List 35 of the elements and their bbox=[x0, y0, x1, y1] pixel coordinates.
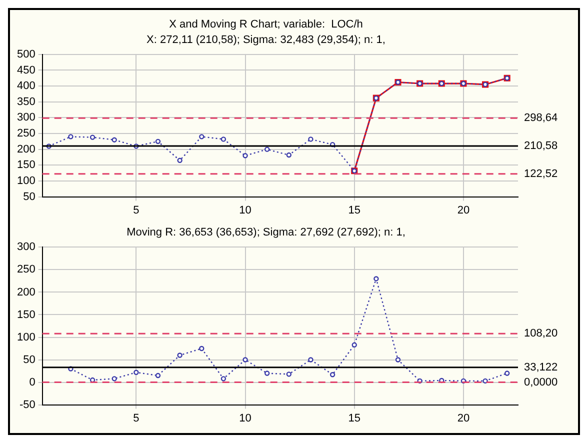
ref-line-label: 108,20 bbox=[524, 328, 558, 340]
x-tick-label: 5 bbox=[133, 412, 140, 424]
y-tick-label: 200 bbox=[16, 143, 36, 156]
ref-line-label: 33,122 bbox=[524, 361, 558, 374]
y-tick-label: 350 bbox=[16, 96, 36, 108]
y-tick-label: 450 bbox=[16, 64, 36, 76]
x-tick-label: 5 bbox=[133, 204, 140, 216]
y-tick-label: 100 bbox=[16, 331, 36, 344]
chart-subtitle: X: 272,11 (210,58); Sigma: 32,483 (29,354); n: 1, bbox=[146, 34, 386, 46]
x-tick-label: 20 bbox=[457, 204, 470, 216]
y-tick-label: 150 bbox=[16, 308, 36, 321]
y-tick-label: 200 bbox=[16, 286, 36, 298]
y-tick-label: 250 bbox=[16, 264, 36, 276]
x-tick-label: 20 bbox=[457, 412, 470, 424]
y-tick-label: -50 bbox=[19, 398, 36, 411]
y-tick-label: 300 bbox=[16, 112, 36, 124]
ref-line-label: 298,64 bbox=[524, 112, 558, 124]
y-tick-label: 100 bbox=[16, 175, 36, 188]
ref-line-label: 210,58 bbox=[524, 140, 558, 152]
y-tick-label: 50 bbox=[23, 354, 36, 366]
x-tick-label: 15 bbox=[348, 412, 360, 424]
x-tick-label: 10 bbox=[239, 204, 252, 216]
x-tick-label: 10 bbox=[239, 412, 252, 424]
y-tick-label: 0 bbox=[29, 376, 36, 388]
chart-title: Moving R: 36,653 (36,653); Sigma: 27,692 (27,692); n: 1, bbox=[126, 226, 406, 239]
ref-line-label: 0,0000 bbox=[524, 376, 558, 388]
y-tick-label: 300 bbox=[16, 241, 36, 254]
y-tick-label: 50 bbox=[23, 190, 36, 203]
y-tick-label: 150 bbox=[16, 159, 36, 172]
y-tick-label: 500 bbox=[16, 48, 36, 60]
chart-title: X and Moving R Chart; variable: LOC/h bbox=[169, 18, 363, 31]
y-tick-label: 400 bbox=[16, 80, 36, 92]
x-tick-label: 15 bbox=[348, 204, 360, 216]
ref-line-label: 122,52 bbox=[524, 168, 558, 180]
y-tick-label: 250 bbox=[16, 128, 36, 140]
